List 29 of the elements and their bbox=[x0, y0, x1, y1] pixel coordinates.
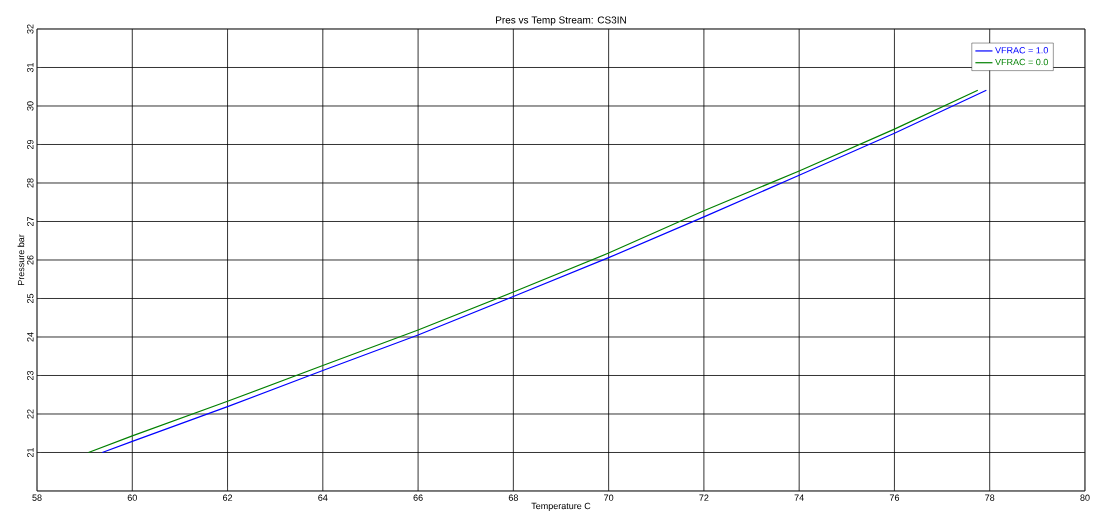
x-tick-label: 76 bbox=[889, 494, 900, 501]
y-tick-label: 26 bbox=[27, 255, 34, 265]
x-axis-title: Temperature C bbox=[531, 502, 591, 511]
x-tick-label: 58 bbox=[32, 494, 42, 501]
y-tick-label: 29 bbox=[27, 139, 34, 150]
x-tick-label: 78 bbox=[985, 494, 995, 501]
y-tick-label: 24 bbox=[27, 332, 34, 342]
y-tick-label: 25 bbox=[27, 293, 34, 304]
x-tick-label: 70 bbox=[604, 494, 614, 501]
y-tick-label: 21 bbox=[27, 447, 34, 458]
x-tick-label: 64 bbox=[318, 494, 328, 501]
x-tick-label: 74 bbox=[794, 494, 804, 501]
x-tick-label: 62 bbox=[223, 494, 233, 501]
y-tick-label: 32 bbox=[27, 24, 34, 34]
y-axis-title: Pressure bar bbox=[17, 234, 25, 286]
legend-label: VFRAC = 0.0 bbox=[995, 58, 1048, 66]
x-tick-label: 68 bbox=[508, 494, 518, 501]
y-tick-label: 30 bbox=[27, 101, 34, 111]
x-tick-label: 72 bbox=[699, 494, 709, 501]
y-tick-label: 23 bbox=[27, 370, 34, 381]
y-tick-label: 22 bbox=[27, 409, 34, 419]
x-tick-label: 66 bbox=[413, 494, 423, 501]
x-tick-label: 80 bbox=[1080, 494, 1090, 501]
legend-label: VFRAC = 1.0 bbox=[995, 47, 1048, 54]
y-tick-label: 27 bbox=[27, 216, 34, 227]
y-tick-label: 28 bbox=[27, 178, 34, 188]
y-tick-label: 31 bbox=[27, 62, 34, 73]
chart-title: Pres vs Temp Stream: CS3IN bbox=[496, 16, 626, 26]
x-tick-label: 60 bbox=[127, 494, 137, 501]
